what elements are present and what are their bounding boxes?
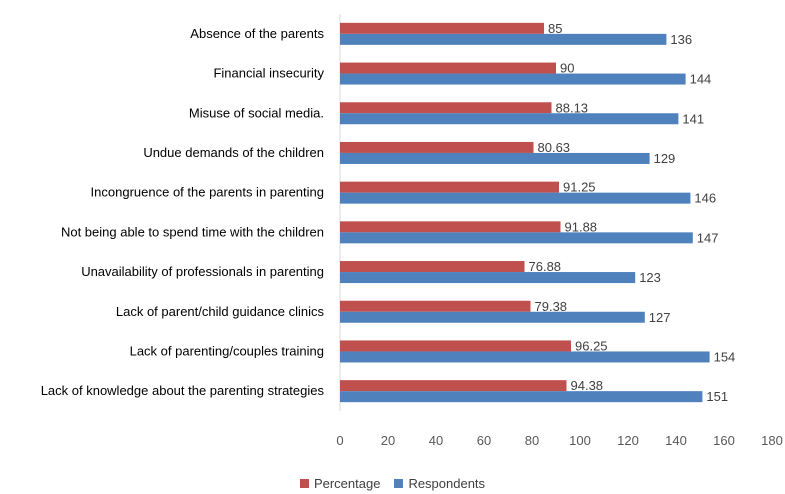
- bar-percentage: [340, 380, 567, 392]
- legend-item-respondents: Respondents: [394, 476, 485, 491]
- x-tick-label: 140: [665, 433, 687, 448]
- data-label-respondents: 151: [706, 389, 728, 404]
- bar-percentage: [340, 340, 571, 352]
- category-label: Lack of knowledge about the parenting st…: [41, 383, 325, 398]
- data-label-respondents: 146: [694, 191, 716, 206]
- x-tick-label: 160: [713, 433, 735, 448]
- data-label-percentage: 91.25: [563, 180, 596, 195]
- bar-percentage: [340, 22, 544, 34]
- x-tick-label: 180: [761, 433, 783, 448]
- category-label: Lack of parenting/couples training: [130, 343, 324, 358]
- data-label-percentage: 88.13: [556, 100, 589, 115]
- category-label: Incongruence of the parents in parenting: [91, 185, 324, 200]
- bar-respondents: [340, 232, 693, 244]
- x-tick-label: 120: [617, 433, 639, 448]
- data-label-respondents: 123: [639, 270, 661, 285]
- data-label-percentage: 80.63: [538, 140, 571, 155]
- x-tick-label: 60: [477, 433, 491, 448]
- bar-respondents: [340, 152, 650, 164]
- category-label: Undue demands of the children: [143, 145, 324, 160]
- category-label: Misuse of social media.: [189, 105, 324, 120]
- chart-legend: Percentage Respondents: [0, 476, 785, 491]
- bar-percentage: [340, 102, 552, 114]
- data-label-respondents: 147: [697, 230, 719, 245]
- bar-percentage: [340, 141, 534, 153]
- data-label-percentage: 90: [560, 61, 574, 76]
- bar-percentage: [340, 221, 561, 233]
- bar-percentage: [340, 181, 559, 193]
- legend-item-percentage: Percentage: [299, 476, 381, 491]
- data-label-respondents: 136: [670, 32, 692, 47]
- legend-swatch-respondents: [394, 479, 404, 488]
- bar-percentage: [340, 261, 525, 273]
- bar-respondents: [340, 391, 703, 403]
- category-label: Lack of parent/child guidance clinics: [116, 304, 325, 319]
- x-tick-label: 80: [525, 433, 539, 448]
- bar-percentage: [340, 62, 556, 74]
- category-label: Unavailability of professionals in paren…: [81, 264, 324, 279]
- data-label-percentage: 79.38: [535, 299, 568, 314]
- bar-respondents: [340, 113, 679, 125]
- category-label: Financial insecurity: [213, 66, 324, 81]
- legend-label-respondents: Respondents: [408, 476, 486, 491]
- category-label: Absence of the parents: [190, 26, 324, 41]
- data-label-percentage: 85: [548, 21, 562, 36]
- data-label-respondents: 141: [682, 111, 704, 126]
- bar-respondents: [340, 192, 691, 204]
- legend-swatch-percentage: [299, 479, 309, 488]
- data-label-percentage: 96.25: [575, 338, 608, 353]
- bar-respondents: [340, 33, 667, 45]
- data-label-percentage: 94.38: [571, 378, 604, 393]
- legend-label-percentage: Percentage: [313, 476, 381, 491]
- bar-respondents: [340, 272, 636, 284]
- bar-percentage: [340, 300, 531, 312]
- data-label-respondents: 129: [654, 151, 676, 166]
- bar-respondents: [340, 311, 645, 323]
- data-label-respondents: 127: [649, 310, 671, 325]
- x-tick-label: 0: [336, 433, 343, 448]
- data-label-respondents: 144: [690, 72, 712, 87]
- data-label-percentage: 76.88: [529, 259, 562, 274]
- data-label-respondents: 154: [714, 349, 736, 364]
- bar-respondents: [340, 73, 686, 85]
- x-tick-label: 100: [569, 433, 591, 448]
- bar-respondents: [340, 351, 710, 363]
- x-tick-label: 40: [429, 433, 443, 448]
- x-tick-label: 20: [381, 433, 395, 448]
- category-label: Not being able to spend time with the ch…: [61, 224, 324, 239]
- data-label-percentage: 91.88: [565, 219, 598, 234]
